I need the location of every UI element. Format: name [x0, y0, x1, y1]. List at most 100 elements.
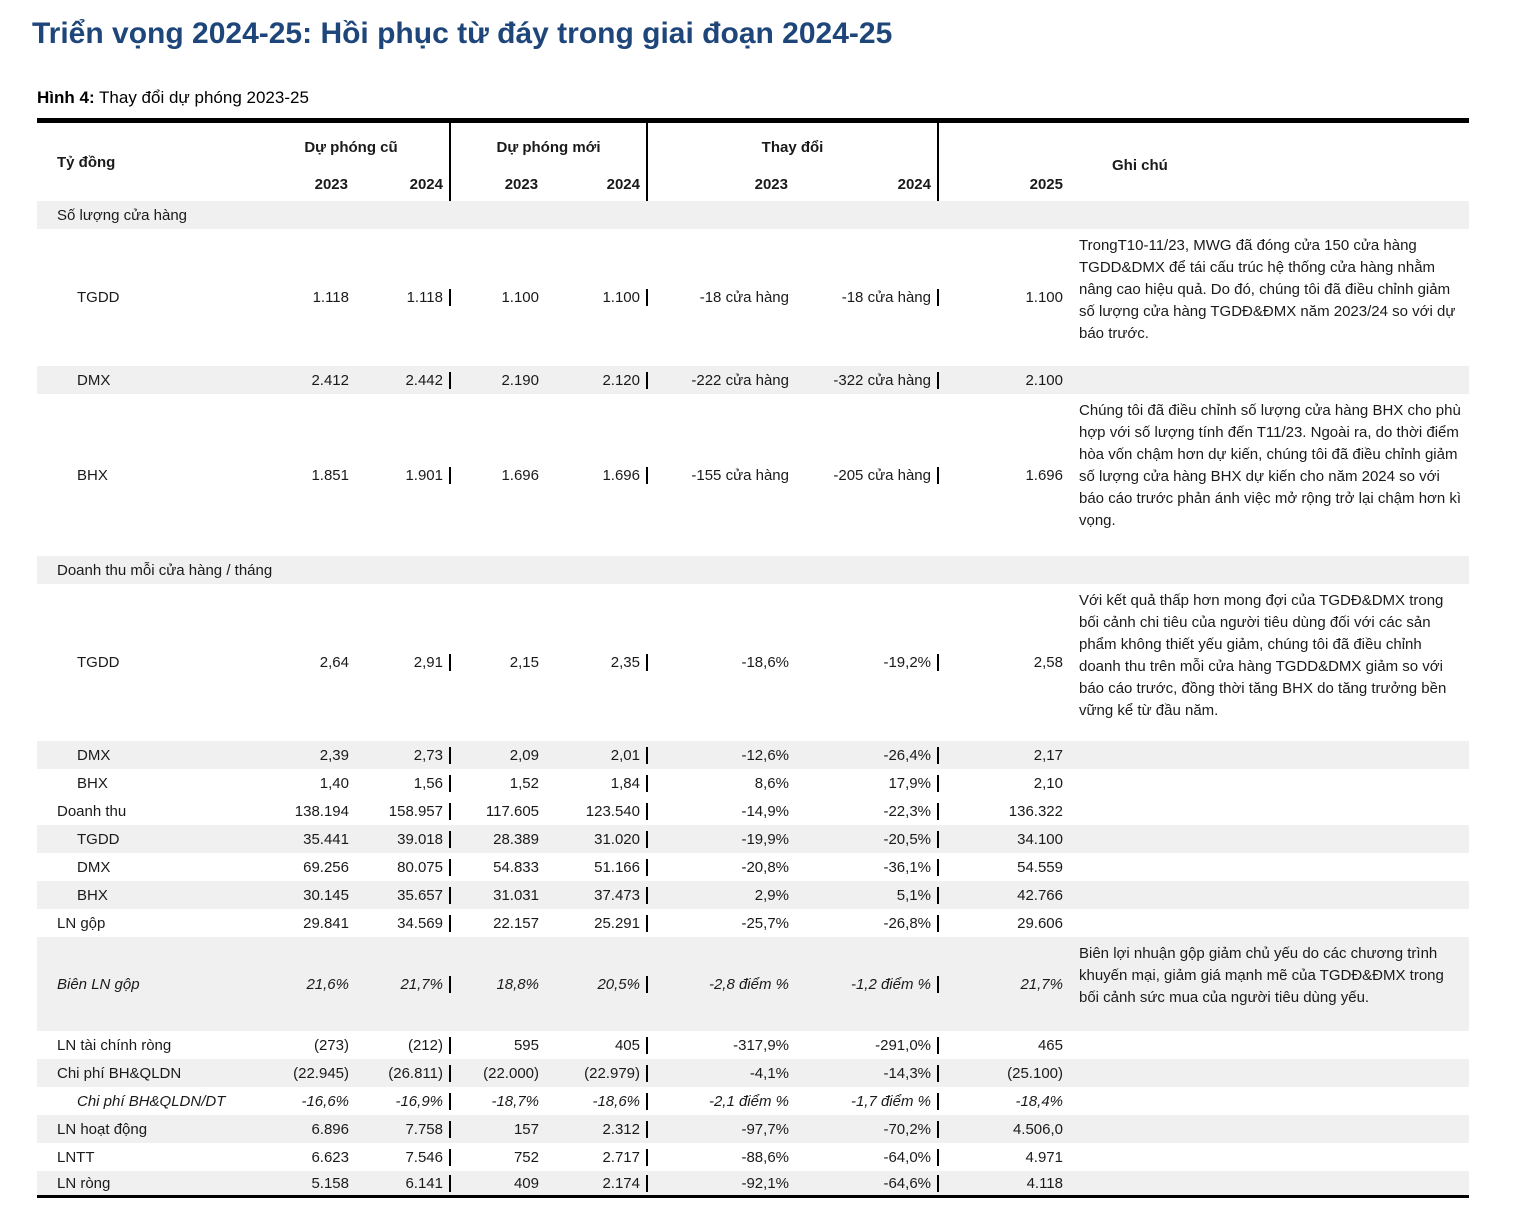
- cell-change-2024: -18 cửa hàng: [793, 289, 939, 306]
- cell-old-2024: (212): [353, 1036, 451, 1054]
- cell-new-2024: 31.020: [543, 830, 648, 848]
- cell-old-2024: 21,7%: [353, 975, 451, 993]
- page-title: Triển vọng 2024-25: Hồi phục từ đáy tron…: [32, 17, 893, 50]
- table-row: LN tài chính ròng (273) (212) 595 405 -3…: [37, 1031, 1469, 1059]
- cell-new-2023: (22.000): [483, 1064, 539, 1082]
- cell-new-2023: 1,52: [509, 774, 539, 792]
- year-header-2025: 2025: [1029, 176, 1063, 193]
- table-row: LN ròng 5.158 6.141 409 2.174 -92,1% -64…: [37, 1171, 1469, 1195]
- cell-old-2023: 6.623: [311, 1148, 349, 1166]
- cell-new-2023: 28.389: [493, 830, 539, 848]
- table-row: Doanh thu mỗi cửa hàng / tháng: [37, 556, 1469, 584]
- table-row: Biên LN gộp 21,6% 21,7% 18,8% 20,5% -2,8…: [37, 937, 1469, 1031]
- cell-change-2024: -1,7 điểm %: [793, 1092, 939, 1110]
- cell-new-2024: 1.696: [543, 466, 648, 484]
- year-header-new-2023: 2023: [504, 176, 539, 193]
- row-label: TGDD: [77, 289, 120, 306]
- cell-old-2023: 29.841: [303, 914, 349, 932]
- table-row: DMX 69.256 80.075 54.833 51.166 -20,8% -…: [37, 853, 1469, 881]
- unit-label: Tỷ đồng: [57, 153, 116, 171]
- cell-change-2023: 8,6%: [754, 774, 789, 792]
- cell-old-2023: 69.256: [303, 858, 349, 876]
- cell-old-2023: 1.851: [311, 466, 349, 484]
- year-header-change-2023: 2023: [754, 176, 788, 193]
- cell-2025: -18,4%: [1015, 1092, 1063, 1110]
- row-label: DMX: [77, 371, 111, 389]
- table-row: Chi phí BH&QLDN/DT -16,6% -16,9% -18,7% …: [37, 1087, 1469, 1115]
- cell-change-2024: -322 cửa hàng: [793, 371, 939, 389]
- table-row: Doanh thu 138.194 158.957 117.605 123.54…: [37, 797, 1469, 825]
- cell-new-2024: 1,84: [543, 774, 648, 792]
- cell-2025: 136.322: [1008, 802, 1063, 820]
- row-label: BHX: [77, 774, 108, 792]
- cell-change-2024: -64,0%: [793, 1148, 939, 1166]
- table-row: Số lượng cửa hàng: [37, 201, 1469, 229]
- cell-change-2024: -64,6%: [793, 1174, 939, 1192]
- table-row: TGDD 35.441 39.018 28.389 31.020 -19,9% …: [37, 825, 1469, 853]
- cell-new-2024: (22.979): [543, 1064, 648, 1082]
- row-label: BHX: [77, 466, 108, 484]
- cell-new-2023: -18,7%: [491, 1092, 539, 1110]
- cell-old-2023: 2,64: [319, 654, 349, 671]
- year-header-change-2024: 2024: [897, 176, 931, 193]
- cell-change-2023: -4,1%: [749, 1064, 789, 1082]
- figure-caption-text: Thay đổi dự phóng 2023-25: [99, 88, 309, 107]
- cell-change-2024: -19,2%: [793, 654, 939, 671]
- cell-old-2023: 30.145: [303, 886, 349, 904]
- group-label-change: Thay đổi: [761, 139, 824, 156]
- cell-change-2023: -317,9%: [733, 1036, 789, 1054]
- cell-note: [1067, 769, 1469, 797]
- cell-old-2023: 138.194: [294, 802, 349, 820]
- cell-old-2024: 34.569: [353, 914, 451, 932]
- column-group-new-forecast: Dự phóng mới 2023 2024: [451, 123, 648, 201]
- cell-note: [1067, 909, 1469, 937]
- cell-old-2024: 7.546: [353, 1148, 451, 1166]
- cell-old-2024: 35.657: [353, 886, 451, 904]
- cell-old-2023: 1,40: [319, 774, 349, 792]
- cell-2025: 4.118: [1026, 1174, 1063, 1192]
- table-row: BHX 1.851 1.901 1.696 1.696 -155 cửa hàn…: [37, 394, 1469, 556]
- cell-change-2024: -70,2%: [793, 1120, 939, 1138]
- cell-new-2024: 2.717: [543, 1148, 648, 1166]
- cell-note: [1067, 556, 1469, 584]
- column-group-change: Thay đổi 2023 2024: [648, 123, 939, 201]
- cell-old-2023: 2,39: [319, 746, 349, 764]
- cell-note: [1067, 1031, 1469, 1059]
- cell-new-2024: 2,35: [543, 654, 648, 671]
- cell-change-2023: -2,8 điểm %: [708, 975, 789, 993]
- cell-new-2024: 25.291: [543, 914, 648, 932]
- row-label: Chi phí BH&QLDN: [57, 1064, 182, 1082]
- cell-change-2023: -18,6%: [741, 654, 789, 671]
- year-header-old-2023: 2023: [314, 176, 348, 193]
- table-row: TGDD 2,64 2,91 2,15 2,35 -18,6% -19,2% 2…: [37, 584, 1469, 741]
- group-label-new-forecast: Dự phóng mới: [496, 139, 601, 156]
- cell-change-2024: -14,3%: [793, 1064, 939, 1082]
- cell-note: [1067, 1115, 1469, 1143]
- cell-old-2023: 2.412: [311, 371, 349, 389]
- cell-change-2023: 2,9%: [754, 886, 789, 904]
- cell-new-2024: 405: [543, 1036, 648, 1054]
- cell-2025: 2,10: [1033, 774, 1063, 792]
- row-label: Doanh thu: [57, 802, 127, 820]
- cell-new-2024: 2,01: [543, 746, 648, 764]
- cell-note: [1067, 741, 1469, 769]
- cell-change-2024: 5,1%: [793, 886, 939, 904]
- table-row: LN gộp 29.841 34.569 22.157 25.291 -25,7…: [37, 909, 1469, 937]
- forecast-table: Tỷ đồng Dự phóng cũ 2023 2024 Dự phóng m…: [37, 118, 1469, 1198]
- cell-change-2024: -26,4%: [793, 746, 939, 764]
- cell-new-2023: 18,8%: [496, 975, 539, 993]
- cell-change-2024: -291,0%: [793, 1036, 939, 1054]
- cell-change-2024: -1,2 điểm %: [793, 975, 939, 993]
- cell-new-2024: 2.312: [543, 1120, 648, 1138]
- cell-old-2024: 1.118: [353, 289, 451, 306]
- table-row: LN hoạt động 6.896 7.758 157 2.312 -97,7…: [37, 1115, 1469, 1143]
- cell-old-2023: 1.118: [312, 289, 349, 306]
- column-group-old-forecast: Dự phóng cũ 2023 2024: [253, 123, 451, 201]
- cell-old-2024: 39.018: [353, 830, 451, 848]
- cell-new-2024: 2.120: [543, 371, 648, 389]
- cell-note: [1067, 366, 1469, 394]
- cell-new-2023: 409: [513, 1174, 539, 1192]
- cell-new-2023: 1.696: [501, 466, 539, 484]
- row-label: LN tài chính ròng: [57, 1036, 172, 1054]
- cell-change-2024: -36,1%: [793, 858, 939, 876]
